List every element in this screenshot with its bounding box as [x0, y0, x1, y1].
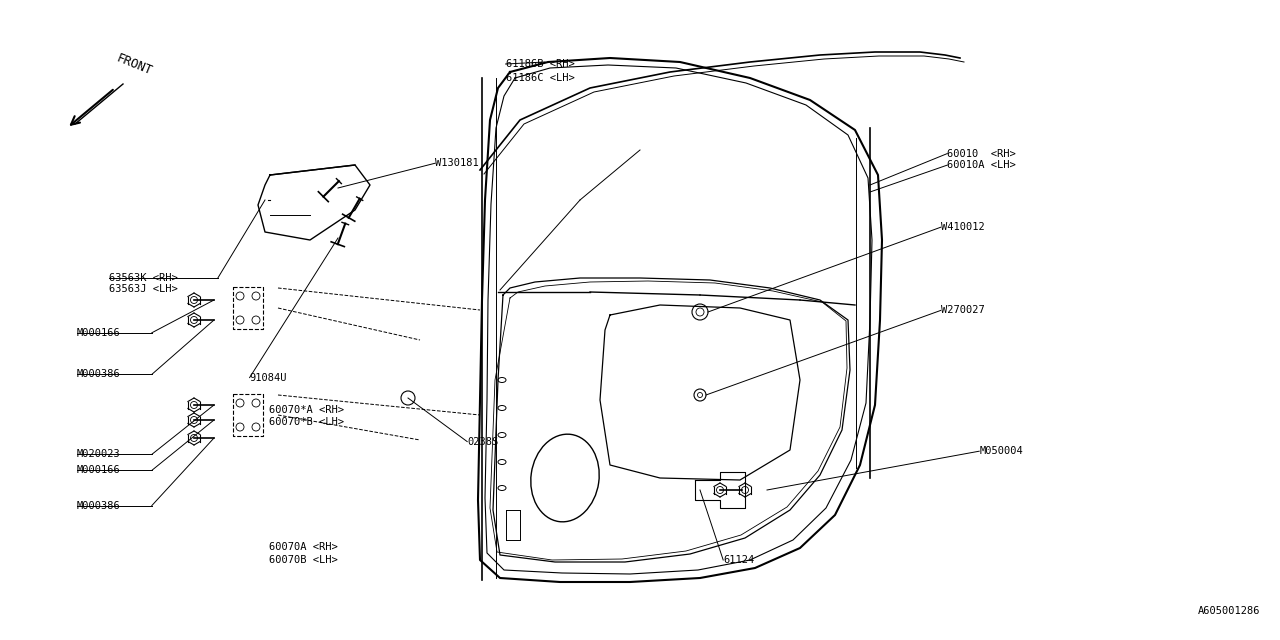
Text: M020023: M020023 — [77, 449, 120, 460]
Text: 60070A <RH>: 60070A <RH> — [269, 542, 338, 552]
Text: M000166: M000166 — [77, 328, 120, 338]
Text: 63563K <RH>: 63563K <RH> — [109, 273, 178, 284]
Text: 91084U: 91084U — [250, 372, 287, 383]
Text: W410012: W410012 — [941, 222, 984, 232]
Text: 61124: 61124 — [723, 555, 754, 565]
Text: 63563J <LH>: 63563J <LH> — [109, 284, 178, 294]
Text: FRONT: FRONT — [115, 52, 155, 78]
Text: 0238S: 0238S — [467, 436, 498, 447]
Text: 61186C <LH>: 61186C <LH> — [506, 73, 575, 83]
Text: M000386: M000386 — [77, 369, 120, 380]
Text: 61186B <RH>: 61186B <RH> — [506, 59, 575, 69]
Text: W130181: W130181 — [435, 158, 479, 168]
Text: 60070*B <LH>: 60070*B <LH> — [269, 417, 344, 428]
Text: 60010A <LH>: 60010A <LH> — [947, 160, 1016, 170]
Text: 60010  <RH>: 60010 <RH> — [947, 148, 1016, 159]
Text: 60070B <LH>: 60070B <LH> — [269, 555, 338, 565]
Text: 60070*A <RH>: 60070*A <RH> — [269, 404, 344, 415]
Text: M000166: M000166 — [77, 465, 120, 476]
Text: M000386: M000386 — [77, 500, 120, 511]
Text: A605001286: A605001286 — [1198, 606, 1261, 616]
Text: M050004: M050004 — [979, 446, 1023, 456]
Text: W270027: W270027 — [941, 305, 984, 316]
